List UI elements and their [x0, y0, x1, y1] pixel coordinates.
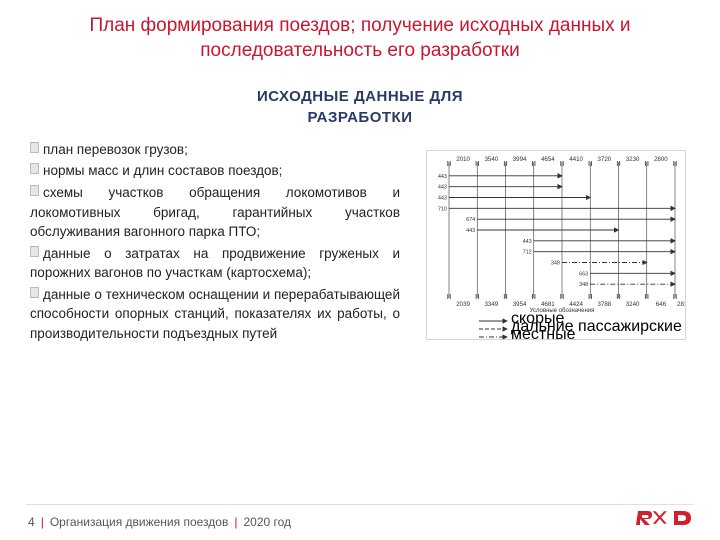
svg-text:3230: 3230: [626, 156, 640, 163]
svg-text:348: 348: [579, 282, 588, 288]
svg-text:3720: 3720: [597, 156, 611, 163]
svg-text:3240: 3240: [626, 301, 640, 308]
subtitle-line-1: ИСХОДНЫЕ ДАННЫЕ ДЛЯ: [0, 87, 720, 107]
list-item: нормы масс и длин составов поездов;: [30, 161, 400, 181]
diagram-svg: 2010 3540 3994 4654 4410 3720 3230 2800 2039 3349…: [426, 150, 686, 340]
list-item: данные о затратах на продвижение гружены…: [30, 244, 400, 283]
svg-text:4424: 4424: [569, 301, 583, 308]
svg-text:710: 710: [438, 206, 447, 212]
svg-text:3540: 3540: [484, 156, 498, 163]
svg-text:3788: 3788: [597, 301, 611, 308]
svg-text:2039: 2039: [456, 301, 470, 308]
svg-text:443: 443: [523, 239, 532, 245]
svg-text:4681: 4681: [541, 301, 555, 308]
footer-year: 2020 год: [243, 515, 291, 529]
svg-text:443: 443: [438, 195, 447, 201]
page-number: 4: [28, 515, 35, 529]
svg-text:2010: 2010: [456, 156, 470, 163]
list-item: схемы участков обращения локомотивов и л…: [30, 183, 400, 242]
svg-text:663: 663: [579, 271, 588, 277]
footer: 4 | Организация движения поездов | 2020 …: [0, 504, 720, 540]
section-subtitle: ИСХОДНЫЕ ДАННЫЕ ДЛЯ РАЗРАБОТКИ: [0, 87, 720, 128]
footer-divider: |: [41, 515, 44, 529]
svg-text:443: 443: [438, 174, 447, 180]
subtitle-line-2: РАЗРАБОТКИ: [0, 108, 720, 128]
svg-text:2819: 2819: [677, 301, 686, 308]
bullet-list: план перевозок грузов; нормы масс и длин…: [30, 140, 400, 346]
svg-text:712: 712: [523, 250, 532, 256]
svg-text:443: 443: [438, 185, 447, 191]
content-row: план перевозок грузов; нормы масс и длин…: [0, 140, 720, 346]
list-item: план перевозок грузов;: [30, 140, 400, 160]
svg-text:646: 646: [656, 301, 667, 308]
list-item: данные о техническом оснащении и перераб…: [30, 285, 400, 344]
slide-title: План формирования поездов; получение исх…: [0, 0, 720, 71]
footer-org: Организация движения поездов: [50, 515, 229, 529]
svg-text:2800: 2800: [654, 156, 668, 163]
svg-text:443: 443: [466, 228, 475, 234]
svg-text:348: 348: [551, 260, 560, 266]
svg-text:4654: 4654: [541, 156, 555, 163]
svg-text:4410: 4410: [569, 156, 583, 163]
svg-text:3954: 3954: [513, 301, 527, 308]
schedule-diagram: 2010 3540 3994 4654 4410 3720 3230 2800 2039 3349…: [414, 140, 698, 346]
footer-divider: |: [234, 515, 237, 529]
svg-text:3349: 3349: [484, 301, 498, 308]
svg-text:3994: 3994: [513, 156, 527, 163]
svg-text:674: 674: [466, 217, 475, 223]
svg-text:местные: местные: [511, 326, 576, 340]
rzd-logo: [636, 507, 692, 534]
